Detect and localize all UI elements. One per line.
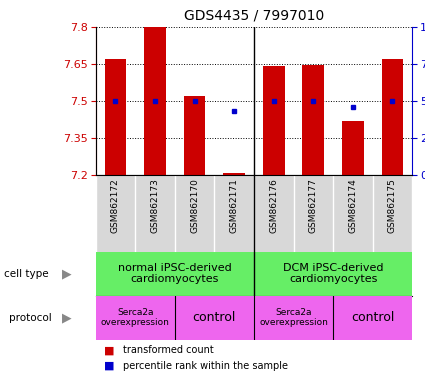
Text: GSM862173: GSM862173 [150, 179, 159, 233]
Text: protocol: protocol [8, 313, 51, 323]
Text: normal iPSC-derived
cardiomyocytes: normal iPSC-derived cardiomyocytes [118, 263, 232, 285]
Bar [263, 66, 285, 175]
Text: DCM iPSC-derived
cardiomyocytes: DCM iPSC-derived cardiomyocytes [283, 263, 383, 285]
Text: ▶: ▶ [62, 311, 71, 324]
Text: Serca2a
overexpression: Serca2a overexpression [101, 308, 170, 328]
Title: GDS4435 / 7997010: GDS4435 / 7997010 [184, 9, 324, 23]
Bar [303, 65, 324, 175]
Text: cell type: cell type [4, 268, 49, 279]
Text: percentile rank within the sample: percentile rank within the sample [123, 361, 288, 371]
Text: ■: ■ [104, 345, 115, 356]
Bar [342, 121, 364, 175]
Bar [382, 59, 403, 175]
Text: control: control [351, 311, 394, 324]
Text: GSM862170: GSM862170 [190, 179, 199, 233]
Bar [105, 59, 126, 175]
Text: Serca2a
overexpression: Serca2a overexpression [259, 308, 328, 328]
Text: GSM862175: GSM862175 [388, 179, 397, 233]
Text: GSM862176: GSM862176 [269, 179, 278, 233]
Bar [223, 174, 245, 175]
Text: GSM862172: GSM862172 [111, 179, 120, 233]
Text: transformed count: transformed count [123, 345, 214, 356]
Text: GSM862174: GSM862174 [348, 179, 357, 233]
Text: GSM862171: GSM862171 [230, 179, 239, 233]
Text: control: control [193, 311, 236, 324]
Text: GSM862177: GSM862177 [309, 179, 318, 233]
Bar [144, 27, 166, 175]
Bar [184, 96, 205, 175]
Text: ▶: ▶ [62, 267, 71, 280]
Text: ■: ■ [104, 361, 115, 371]
